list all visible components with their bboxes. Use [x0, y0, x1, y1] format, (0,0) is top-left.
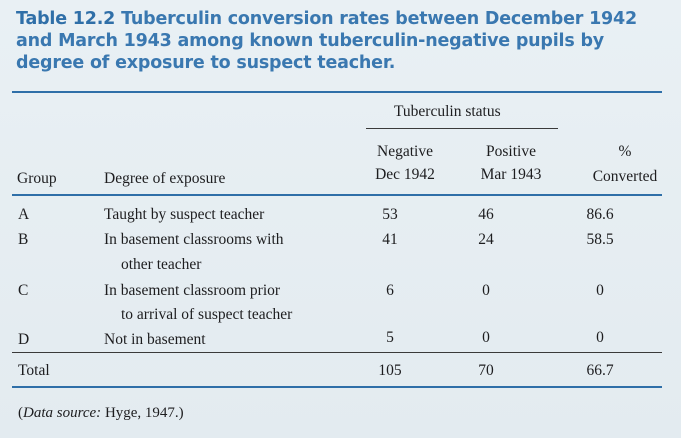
row-a-exposure: Taught by suspect teacher: [104, 206, 265, 223]
spanner-heading: Tuberculin status: [394, 103, 501, 120]
row-a-converted: 86.6: [586, 206, 614, 223]
header-group: Group: [17, 170, 57, 187]
row-a-group: A: [18, 206, 30, 223]
table-caption: Table 12.2 Tuberculin conversion rates b…: [16, 8, 666, 74]
header-positive-line1: Positive: [486, 143, 536, 160]
row-c-exposure-line1: In basement classroom prior: [104, 282, 281, 299]
row-b-group: B: [18, 231, 29, 248]
total-converted: 66.7: [586, 362, 614, 379]
spanner-rule: [366, 128, 558, 129]
row-c-converted: 0: [596, 282, 604, 299]
row-c-exposure-line2: to arrival of suspect teacher: [121, 306, 293, 323]
bottom-rule: [12, 386, 662, 388]
row-d-group: D: [18, 331, 30, 348]
total-negative: 105: [378, 362, 402, 379]
row-b-negative: 41: [382, 231, 398, 248]
source-label: Data source:: [23, 405, 102, 421]
header-percent-line1: %: [618, 143, 632, 160]
row-c-group: C: [18, 282, 29, 299]
row-d-negative: 5: [386, 329, 394, 346]
table-caption-text: Tuberculin conversion rates between Dece…: [16, 9, 637, 73]
total-rule: [12, 352, 662, 353]
row-d-exposure: Not in basement: [104, 331, 206, 348]
row-b-exposure-line2: other teacher: [121, 256, 202, 273]
row-a-negative: 53: [382, 206, 398, 223]
row-b-exposure-line1: In basement classrooms with: [104, 231, 284, 248]
row-a-positive: 46: [478, 206, 494, 223]
source-text: Hyge, 1947.): [101, 405, 184, 421]
row-d-positive: 0: [482, 329, 490, 346]
total-positive: 70: [478, 362, 494, 379]
data-source-note: (Data source: Hyge, 1947.): [18, 404, 184, 422]
top-rule: [12, 91, 662, 93]
table-label: Table 12.2: [16, 9, 116, 29]
row-c-negative: 6: [386, 282, 394, 299]
header-percent-line2: Converted: [592, 168, 658, 185]
header-exposure: Degree of exposure: [104, 170, 226, 187]
header-positive-line2: Mar 1943: [480, 166, 542, 183]
row-b-converted: 58.5: [586, 231, 614, 248]
header-negative-line2: Dec 1942: [375, 166, 435, 183]
row-d-converted: 0: [596, 329, 604, 346]
row-b-positive: 24: [478, 231, 494, 248]
row-c-positive: 0: [482, 282, 490, 299]
source-open-paren: (: [18, 405, 23, 421]
total-label: Total: [18, 362, 50, 379]
header-rule: [12, 194, 662, 196]
header-negative-line1: Negative: [377, 143, 433, 160]
